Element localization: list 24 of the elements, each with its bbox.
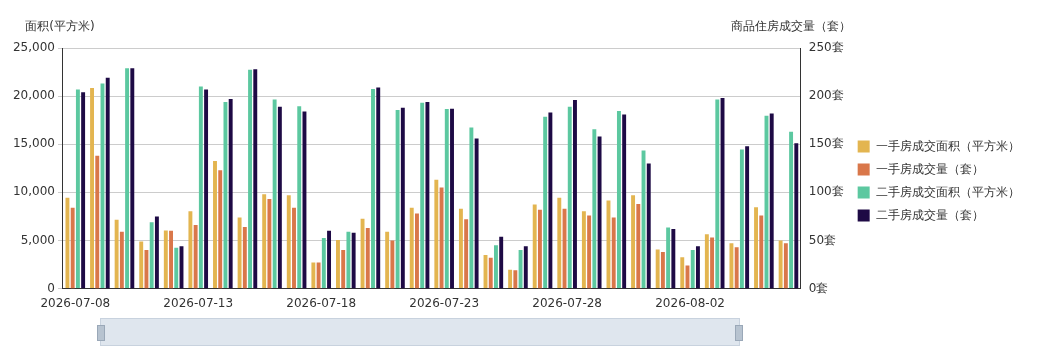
legend-label: 二手房成交面积（平方米） xyxy=(875,184,1020,199)
legend-label: 一手房成交量（套） xyxy=(875,161,984,176)
y-axis-title: 面积(平方米) xyxy=(25,19,95,33)
x-tick-label: 2026-07-18 xyxy=(286,295,357,310)
x-tick-label: 2026-08-02 xyxy=(655,295,725,310)
x-tick-label: 2026-07-08 xyxy=(40,295,111,310)
y-tick-label: 0 xyxy=(47,280,55,295)
legend-label: 一手房成交面积（平方米） xyxy=(875,138,1020,153)
y-tick-label: 10,000 xyxy=(12,184,55,199)
y2-tick-label: 50套 xyxy=(808,232,837,247)
x-tick-label: 2026-07-23 xyxy=(409,295,480,310)
y2-tick-label: 0套 xyxy=(808,280,829,295)
legend-label: 二手房成交量（套） xyxy=(875,207,984,222)
y2-tick-label: 200套 xyxy=(808,88,844,103)
y2-tick-label: 150套 xyxy=(808,136,844,151)
x-tick-label: 2026-07-13 xyxy=(163,295,234,310)
y2-tick-label: 250套 xyxy=(808,40,844,55)
y-tick-label: 15,000 xyxy=(12,136,55,151)
y-tick-label: 25,000 xyxy=(12,40,55,55)
y-tick-label: 5,000 xyxy=(20,232,55,247)
y2-axis-title: 商品住房成交量（套） xyxy=(730,19,851,33)
y2-tick-label: 100套 xyxy=(808,184,844,199)
y-tick-label: 20,000 xyxy=(12,88,55,103)
x-tick-label: 2026-07-28 xyxy=(532,295,603,310)
